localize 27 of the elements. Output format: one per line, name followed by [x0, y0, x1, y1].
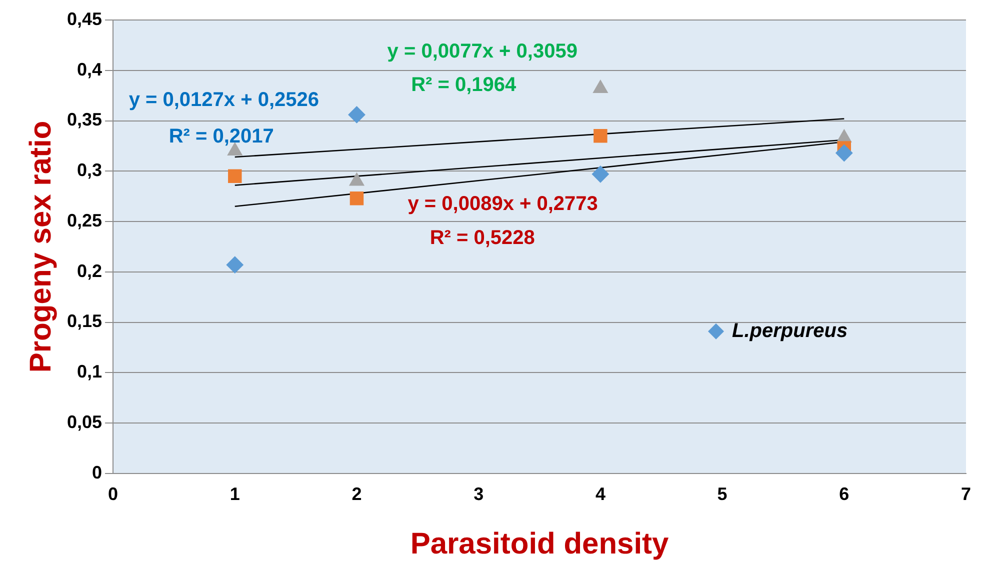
y-tick-label: 0,1: [77, 362, 102, 382]
annotation: R² = 0,1964: [411, 74, 518, 96]
y-tick-label: 0,3: [77, 160, 102, 180]
annotation: y = 0,0089x + 0,2773: [408, 193, 598, 216]
y-tick-label: 0,45: [66, 8, 102, 29]
annotation: R² = 0,5228: [430, 227, 535, 250]
legend-label: L.perpureus: [732, 320, 848, 342]
y-tick-label: 0,2: [77, 260, 102, 281]
x-tick-label: 3: [474, 484, 484, 504]
y-tick-label: 0,4: [77, 59, 102, 80]
y-tick-label: 0: [92, 462, 102, 482]
x-tick-label: 0: [108, 484, 118, 504]
y-axis-title: Progeny sex ratio: [24, 120, 58, 373]
y-tick-label: 0,05: [66, 412, 102, 432]
x-tick-label: 6: [839, 484, 850, 504]
y-tick-label: 0,35: [66, 110, 102, 130]
annotation: y = 0,0077x + 0,3059: [387, 40, 578, 63]
x-tick-label: 5: [717, 484, 728, 504]
x-axis-title: Parasitoid density: [410, 527, 670, 560]
y-tick-label: 0,25: [66, 210, 102, 230]
x-tick-label: 2: [352, 484, 362, 504]
annotation: R² = 0,2017: [168, 125, 274, 148]
x-tick-label: 7: [960, 484, 972, 504]
x-tick-label: 1: [230, 484, 240, 504]
annotation: y = 0,0127x + 0,2526: [128, 89, 320, 112]
y-tick-label: 0,15: [66, 311, 102, 332]
x-tick-label: 4: [595, 484, 606, 504]
